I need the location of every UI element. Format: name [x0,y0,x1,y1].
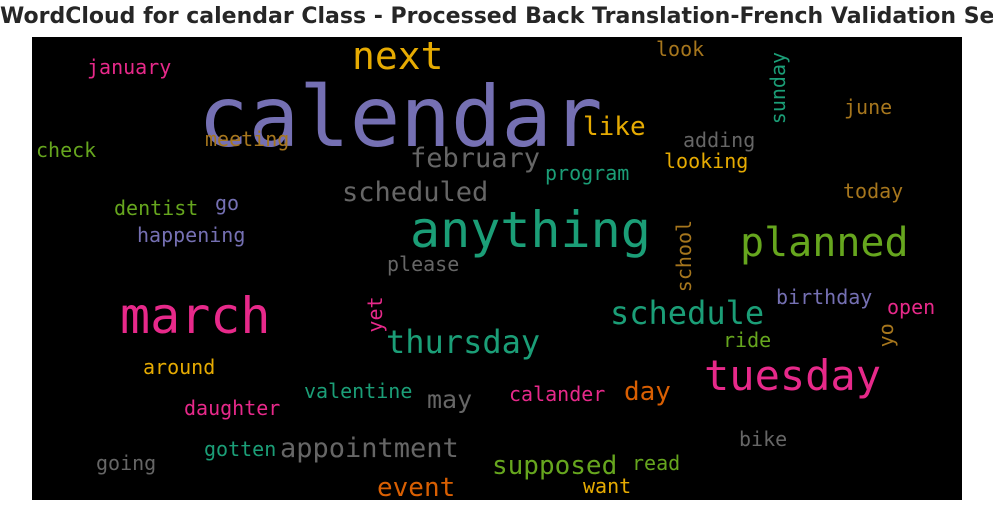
word-around: around [143,355,216,379]
word-january: january [87,55,172,79]
word-thursday: thursday [386,323,541,361]
word-february: february [410,143,541,174]
word-event: event [377,473,456,500]
word-appointment: appointment [280,433,459,464]
word-ride: ride [723,328,772,352]
word-valentine: valentine [304,379,413,403]
word-happening: happening [137,223,246,247]
word-school: school [672,219,696,293]
word-gotten: gotten [204,437,277,461]
word-meeting: meeting [205,127,290,151]
word-cloud: calendar anything march tuesday next planned s… [32,37,962,500]
word-look: look [656,37,705,61]
word-please: please [387,252,460,276]
word-adding: adding [683,128,756,152]
word-june: june [844,95,893,119]
word-open: open [887,295,936,319]
word-next: next [352,37,444,78]
word-today: today [843,179,904,203]
word-going: going [96,451,157,475]
word-may: may [427,385,473,414]
word-bike: bike [739,427,788,451]
word-like: like [583,112,646,142]
word-check: check [36,138,97,162]
word-supposed: supposed [492,451,618,481]
word-anything: anything [410,201,651,259]
word-tuesday: tuesday [704,351,882,400]
word-schedule: schedule [610,294,765,332]
word-dentist: dentist [114,196,199,220]
word-yo: yo [874,323,898,348]
word-calander: calander [509,382,606,406]
word-program: program [545,161,630,185]
word-scheduled: scheduled [342,177,489,208]
word-day: day [624,377,671,407]
word-sunday: sunday [766,51,790,125]
word-yet: yet [363,296,387,333]
word-march: march [120,287,271,345]
word-read: read [632,451,681,475]
chart-title: WordCloud for calendar Class - Processed… [0,4,993,29]
word-looking: looking [664,149,749,173]
word-go: go [215,191,240,215]
word-planned: planned [740,220,909,266]
word-birthday: birthday [776,285,873,309]
word-want: want [583,474,632,498]
word-daughter: daughter [184,396,281,420]
word-calendar: calendar [198,68,603,166]
